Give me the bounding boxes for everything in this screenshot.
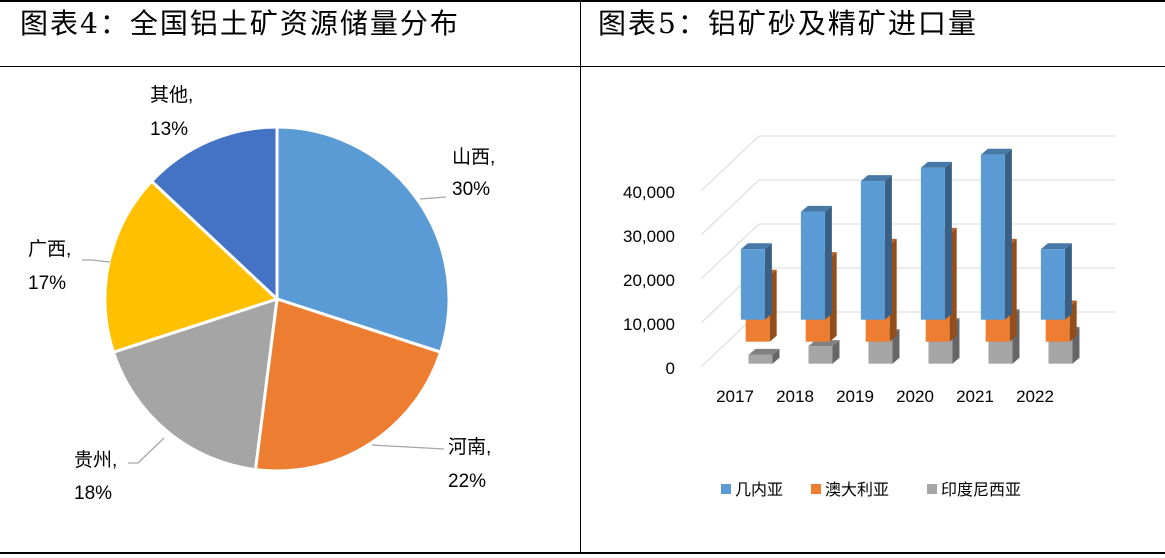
bar-1-2022 <box>1040 243 1072 320</box>
x-tick-label: 2017 <box>716 387 754 406</box>
legend-swatch <box>721 484 731 494</box>
x-tick-label: 2022 <box>1016 387 1054 406</box>
side-gridline <box>700 179 760 236</box>
pie-label-name: 山西, <box>452 146 495 168</box>
pie-slice-5 <box>149 125 279 303</box>
pie-chart-panel: 山西, 30% 河南, 22% 贵州, 18% 广西, 17% 其他, 13% <box>0 67 580 552</box>
left-figure-title: 图表4：全国铝土矿资源储量分布 <box>20 7 460 40</box>
pie-label-name: 广西, <box>28 238 71 260</box>
y-tick-label: 40,000 <box>623 183 675 202</box>
bar-1-2020 <box>920 161 952 320</box>
pie-leader-line <box>128 437 165 464</box>
top-rule <box>0 0 1165 2</box>
bar-3-2017 <box>748 348 780 364</box>
pie-label-percent: 18% <box>74 483 112 504</box>
bar-1-2021 <box>980 148 1012 320</box>
y-tick-label: 20,000 <box>623 271 675 290</box>
pie-label-name: 其他, <box>150 84 193 106</box>
bar-1-2019 <box>860 175 892 320</box>
pie-label-percent: 30% <box>452 179 490 200</box>
legend-label: 澳大利亚 <box>825 481 889 499</box>
pie-slice-3 <box>111 296 279 472</box>
legend-label: 印度尼西亚 <box>941 481 1021 499</box>
pie-chart: 山西, 30% 河南, 22% 贵州, 18% 广西, 17% 其他, 13% <box>28 84 495 504</box>
x-tick-label: 2018 <box>776 387 814 406</box>
pie-label-percent: 13% <box>150 119 188 140</box>
bar-3-2018 <box>808 340 840 364</box>
pie-slice-2 <box>253 297 443 473</box>
pie-leader-line <box>82 259 111 263</box>
column-divider <box>580 0 581 554</box>
x-tick-label: 2019 <box>836 387 874 406</box>
pie-slice-1 <box>275 125 451 355</box>
bottom-rule <box>0 552 1165 554</box>
side-gridline <box>700 135 760 192</box>
y-tick-label: 10,000 <box>623 315 675 334</box>
y-tick-label: 30,000 <box>623 227 675 246</box>
pie-leader-line <box>419 196 447 200</box>
pie-label-percent: 22% <box>448 471 486 492</box>
right-figure-title: 图表5：铝矿砂及精矿进口量 <box>598 7 978 40</box>
title-rule <box>0 66 1165 67</box>
x-tick-label: 2021 <box>956 387 994 406</box>
bar-chart: 0 10,000 20,000 30,000 40,000 2017 2018 2019 202… <box>623 135 1115 499</box>
bar-1-2017 <box>740 243 772 320</box>
bar-chart-panel: 0 10,000 20,000 30,000 40,000 2017 2018 2019 202… <box>581 67 1165 552</box>
x-tick-label: 2020 <box>896 387 934 406</box>
pie-label-name: 贵州, <box>74 449 117 471</box>
bar-1-2018 <box>800 205 832 320</box>
side-gridline <box>700 223 760 280</box>
pie-label-percent: 17% <box>28 273 66 294</box>
y-tick-label: 0 <box>666 359 675 378</box>
legend-label: 几内亚 <box>735 481 783 499</box>
legend-swatch <box>927 484 937 494</box>
pie-leader-line <box>371 444 445 450</box>
legend-swatch <box>811 484 821 494</box>
pie-label-name: 河南, <box>448 436 491 458</box>
